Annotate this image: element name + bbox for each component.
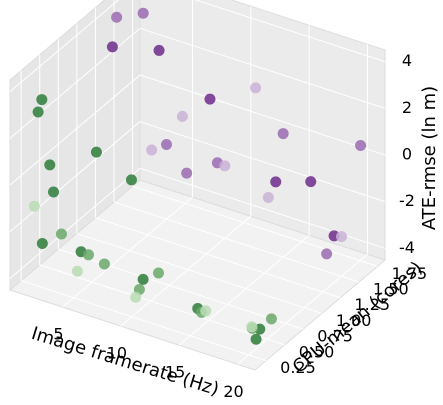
point	[71, 265, 83, 277]
point	[36, 94, 48, 106]
point	[305, 176, 317, 188]
grid-line	[58, 248, 304, 330]
grid-line	[9, 167, 141, 279]
point	[32, 106, 44, 118]
grid-line	[139, 74, 386, 156]
grid-line	[139, 27, 386, 109]
grid-line	[113, 201, 360, 283]
z-tick-label: -2	[399, 191, 415, 210]
point	[250, 333, 262, 345]
point	[265, 313, 277, 325]
point	[137, 7, 149, 19]
y-tick-label: 0.50	[299, 342, 335, 361]
point	[355, 139, 367, 151]
left-pane	[9, 0, 141, 292]
x-tick-label: 5	[53, 325, 63, 344]
point	[111, 11, 123, 23]
point	[277, 128, 289, 140]
point	[90, 146, 102, 158]
point	[44, 159, 56, 171]
z-tick-label: 2	[402, 98, 412, 117]
point	[270, 176, 282, 188]
x-tick-label: 20	[223, 382, 243, 401]
point	[125, 174, 137, 186]
point	[137, 273, 149, 285]
point	[106, 41, 118, 53]
grid-line	[9, 0, 120, 93]
y-tick-label: 1.50	[373, 280, 409, 299]
point	[200, 305, 212, 317]
point	[246, 321, 258, 333]
point	[146, 144, 158, 156]
x-tick-label: 10	[107, 344, 127, 363]
point	[219, 160, 231, 172]
x-tick-label: 15	[165, 363, 185, 382]
grid-line	[20, 280, 267, 362]
grid-line	[237, 253, 368, 365]
z-tick-label: 4	[402, 51, 412, 70]
point	[176, 110, 188, 122]
grid-line	[62, 196, 193, 308]
y-tick-label: 1.00	[336, 311, 372, 330]
grid-line	[120, 215, 252, 327]
grid-line	[139, 121, 386, 203]
point	[98, 258, 110, 270]
point	[130, 291, 142, 303]
point	[28, 200, 40, 212]
grid-line	[76, 232, 323, 314]
point	[48, 186, 59, 198]
y-tick-label: 0.25	[280, 358, 316, 377]
point	[36, 237, 48, 249]
z-axis-label: ATE-rmse (ln m)	[419, 86, 440, 230]
point	[262, 191, 274, 203]
point	[153, 44, 165, 56]
point	[336, 231, 347, 243]
grid-line	[95, 217, 341, 299]
grid-line	[9, 27, 141, 139]
y-tick-label: 1.75	[392, 264, 428, 283]
point	[181, 167, 193, 179]
y-tick-label: 0.75	[317, 327, 353, 346]
grid-line	[9, 74, 141, 186]
point	[55, 228, 67, 240]
point	[250, 82, 262, 94]
z-tick-label: 0	[402, 145, 412, 164]
grid-line	[39, 264, 285, 346]
point	[321, 248, 333, 260]
z-tick-label: -4	[399, 238, 415, 257]
grid-line	[178, 234, 310, 346]
y-tick-label: 1.25	[354, 295, 390, 314]
grid-line	[194, 0, 386, 63]
point	[204, 93, 216, 105]
point	[153, 267, 164, 279]
grid-line	[9, 121, 141, 233]
point	[161, 138, 172, 150]
point	[83, 249, 94, 261]
grid-line	[132, 185, 378, 267]
